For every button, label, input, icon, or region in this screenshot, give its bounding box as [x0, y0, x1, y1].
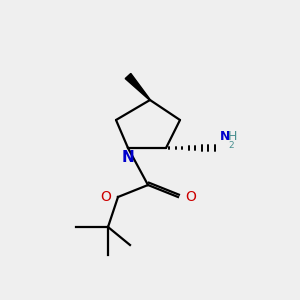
Text: 2: 2 [228, 141, 234, 150]
Text: H: H [228, 130, 237, 143]
Text: O: O [185, 190, 196, 204]
Polygon shape [125, 74, 150, 100]
Text: N: N [220, 130, 230, 143]
Text: N: N [122, 150, 134, 165]
Text: O: O [100, 190, 111, 204]
